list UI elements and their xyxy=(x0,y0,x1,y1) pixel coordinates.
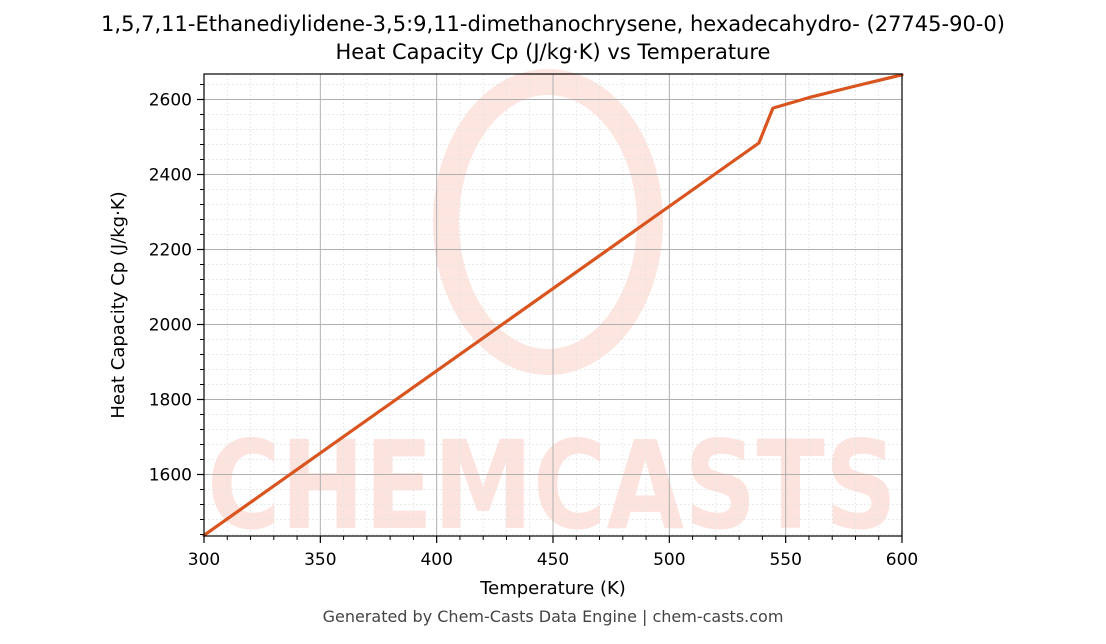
x-axis-label: Temperature (K) xyxy=(479,578,626,599)
y-tick-label: 2400 xyxy=(149,166,192,186)
heat-capacity-series-line xyxy=(202,73,904,537)
y-tick-label: 2200 xyxy=(149,241,192,261)
y-axis-label: Heat Capacity Cp (J/kg·K) xyxy=(108,191,129,418)
x-tick-label: 450 xyxy=(537,550,569,570)
chart-title: 1,5,7,11-Ethanediylidene-3,5:9,11-dimeth… xyxy=(101,12,1005,36)
x-tick-label: 300 xyxy=(188,550,220,570)
y-tick-label: 2000 xyxy=(149,316,192,336)
x-tick-label: 400 xyxy=(420,550,452,570)
chemcasts-watermark: CHEMCASTS xyxy=(207,69,897,557)
y-tick-label: 2600 xyxy=(149,91,192,111)
y-tick-label: 1600 xyxy=(149,466,192,486)
x-tick-label: 500 xyxy=(653,550,685,570)
x-tick-label: 600 xyxy=(886,550,918,570)
series-layer xyxy=(202,73,904,537)
x-tick-label: 350 xyxy=(304,550,336,570)
footer-credit: Generated by Chem-Casts Data Engine | ch… xyxy=(322,607,784,626)
ticks-layer: 300 350 400 450 500 550 600 1600 1800 2000 2200 240… xyxy=(149,84,918,570)
chart-subtitle: Heat Capacity Cp (J/kg·K) vs Temperature xyxy=(335,40,771,64)
x-tick-label: 550 xyxy=(769,550,801,570)
watermark-text: CHEMCASTS xyxy=(207,415,897,557)
y-tick-label: 1800 xyxy=(149,391,192,411)
